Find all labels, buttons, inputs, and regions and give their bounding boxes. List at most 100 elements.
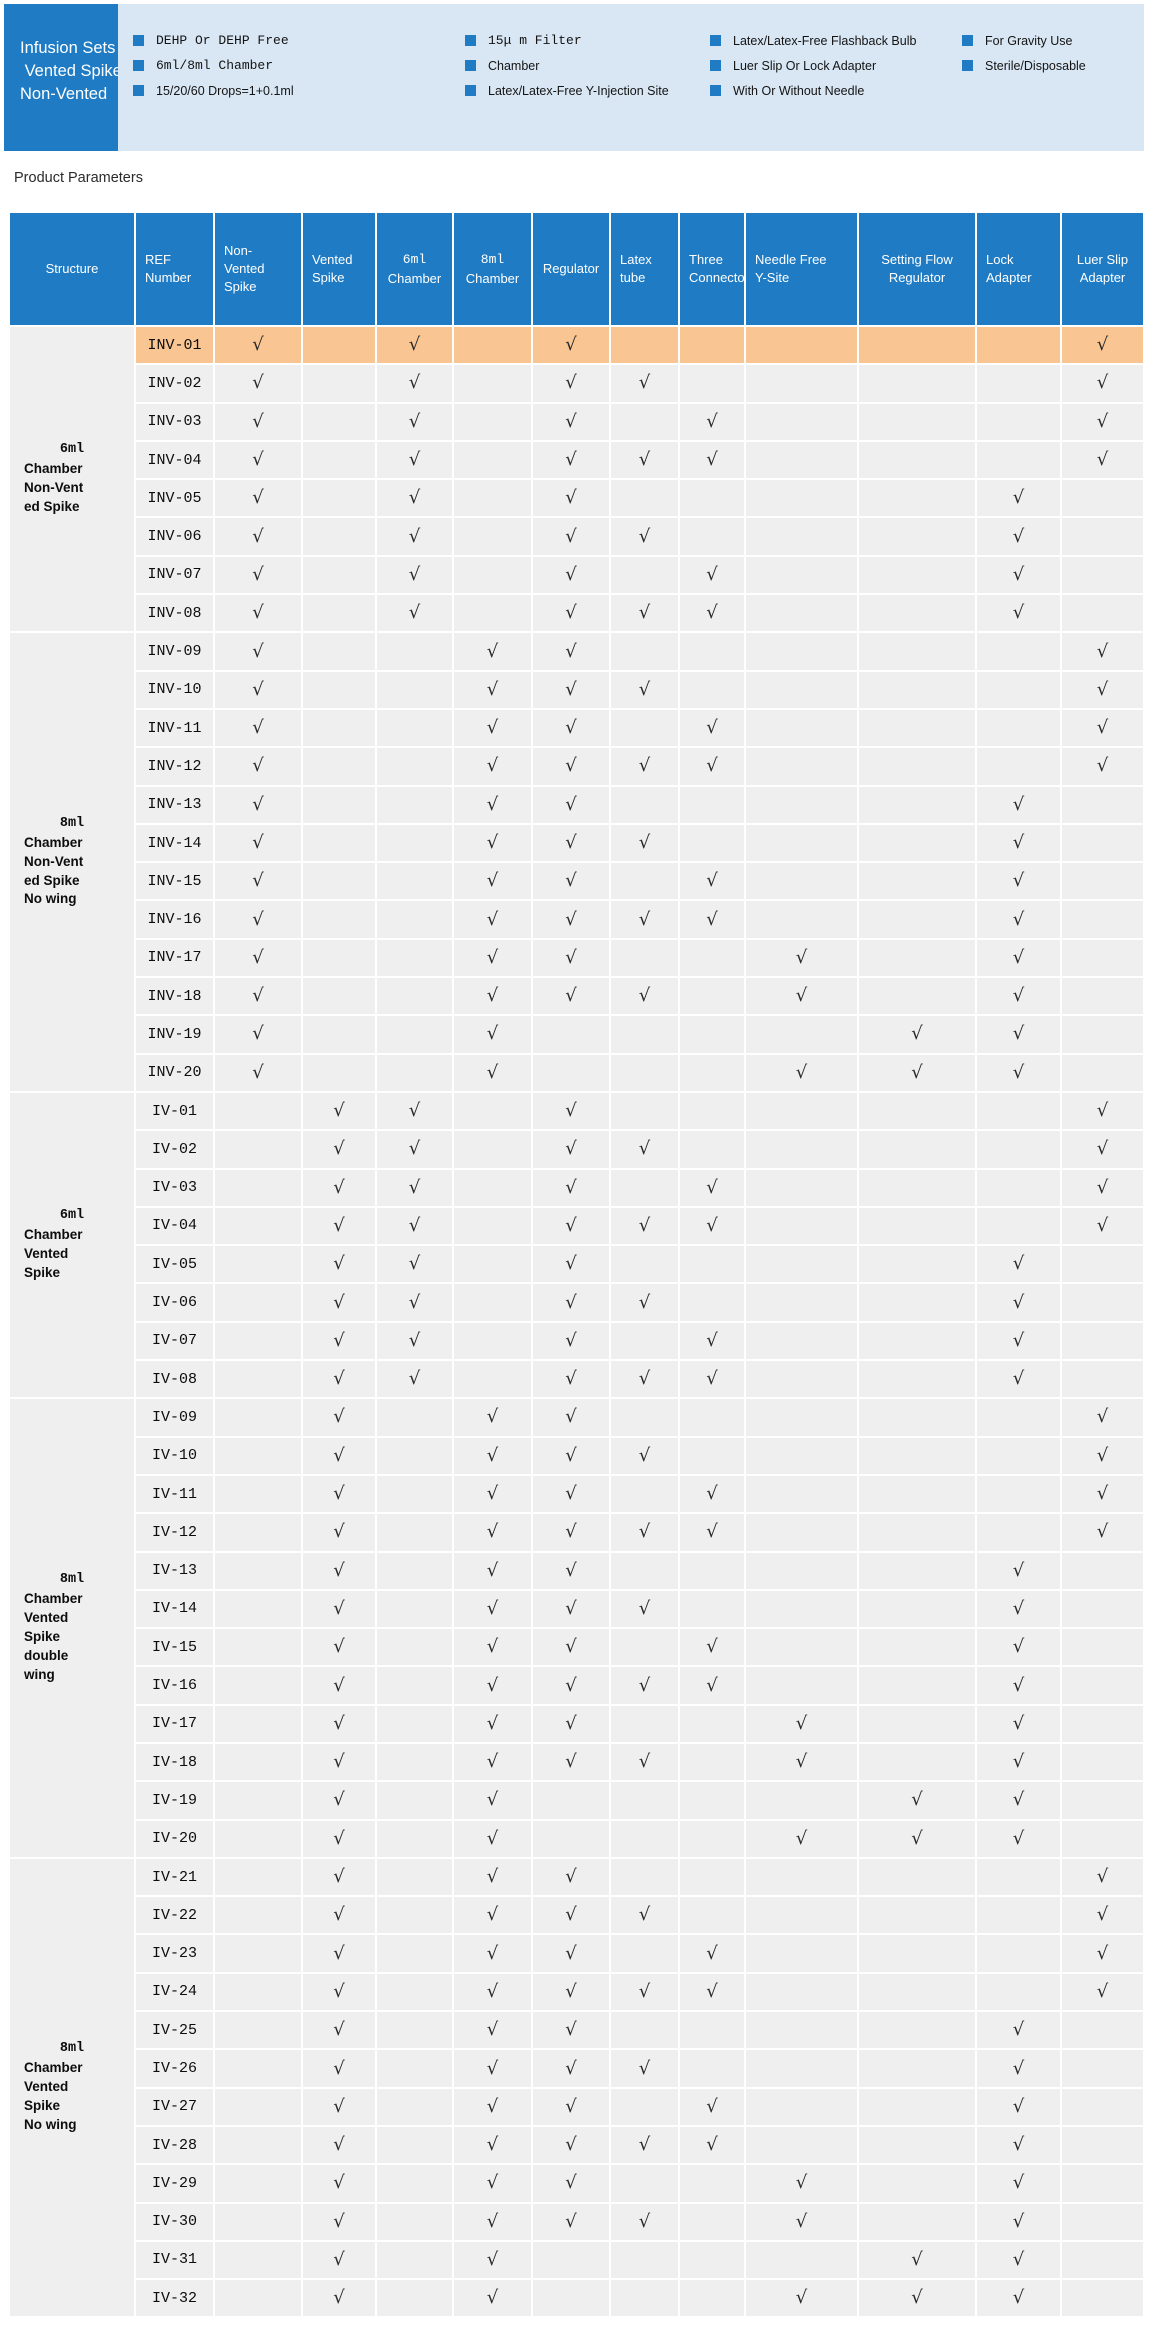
ref-number-cell: INV-06 <box>134 516 215 557</box>
check-cell-luer <box>1060 1244 1145 1285</box>
feature-bullet-label: For Gravity Use <box>985 33 1073 48</box>
check-icon: √ <box>706 1176 718 1198</box>
check-cell-nvs: √ <box>213 937 303 979</box>
check-cell-setflow: √ <box>857 1014 977 1055</box>
table-row: IV-23 √ √ √ √ √ <box>9 1933 1145 1974</box>
check-icon: √ <box>706 1980 718 2002</box>
check-cell-setflow <box>857 363 977 404</box>
check-cell-luer: √ <box>1060 669 1145 710</box>
check-cell-nvs <box>213 1856 303 1898</box>
check-cell-luer: √ <box>1060 1167 1145 1208</box>
table-row: IV-19 √ √ √ √ <box>9 1780 1145 1821</box>
check-icon: √ <box>565 640 577 662</box>
check-cell-lock: √ <box>975 2163 1062 2204</box>
check-icon: √ <box>565 1100 577 1122</box>
check-icon: √ <box>252 525 264 547</box>
feature-bullet: Sterile/Disposable <box>962 58 1086 73</box>
check-icon: √ <box>333 1942 345 1964</box>
check-cell-luer <box>1060 2086 1145 2127</box>
check-icon: √ <box>638 678 651 700</box>
check-icon: √ <box>486 640 499 662</box>
check-cell-latex: √ <box>609 1205 680 1247</box>
check-cell-c6 <box>375 1780 454 1821</box>
check-cell-three <box>678 324 746 366</box>
table-row: IV-11 √ √ √ √ √ <box>9 1473 1145 1515</box>
check-icon: √ <box>638 755 651 777</box>
ref-number-cell: IV-13 <box>134 1550 215 1591</box>
column-header-structure: Structure <box>8 211 136 327</box>
check-cell-lock: √ <box>975 1627 1062 1668</box>
check-cell-c6 <box>375 1703 454 1744</box>
check-cell-three: √ <box>678 1933 746 1974</box>
check-icon: √ <box>333 2287 345 2309</box>
table-row: IV-20 √ √ √ √ √ <box>9 1818 1145 1859</box>
check-cell-luer: √ <box>1060 324 1145 366</box>
check-cell-nvs <box>213 1971 303 2013</box>
ref-number-cell: INV-17 <box>134 937 215 979</box>
check-icon: √ <box>565 1559 577 1581</box>
check-icon: √ <box>333 1329 345 1351</box>
check-cell-needle <box>744 593 859 634</box>
structure-group-cell: 6ml Chamber Non-Vent ed Spike <box>8 324 136 634</box>
check-cell-nvs <box>213 1512 303 1553</box>
check-cell-setflow <box>857 1167 977 1208</box>
check-cell-three <box>678 1282 746 1323</box>
check-cell-setflow <box>857 1588 977 1630</box>
check-icon: √ <box>486 1712 499 1734</box>
check-icon: √ <box>706 755 718 777</box>
ref-number-cell: INV-08 <box>134 593 215 634</box>
feature-bullet-label: 6ml/8ml Chamber <box>156 58 274 73</box>
check-cell-three: √ <box>678 2124 746 2166</box>
check-cell-latex <box>609 1703 680 1744</box>
table-row: IV-18 √ √ √ √ √ √ <box>9 1741 1145 1783</box>
check-icon: √ <box>1096 334 1109 356</box>
check-cell-luer: √ <box>1060 1933 1145 1974</box>
check-cell-vs: √ <box>301 1588 377 1630</box>
ref-number-cell: IV-12 <box>134 1512 215 1553</box>
check-cell-luer <box>1060 478 1145 519</box>
check-icon: √ <box>795 1061 808 1083</box>
check-cell-c8: √ <box>452 1856 533 1898</box>
check-cell-needle <box>744 1397 859 1438</box>
check-cell-lock <box>975 1512 1062 1553</box>
check-icon: √ <box>795 2172 808 2194</box>
check-icon: √ <box>1096 1942 1109 1964</box>
check-cell-lock <box>975 1397 1062 1438</box>
product-title-line: Infusion Sets <box>20 39 116 57</box>
check-cell-c6 <box>375 1895 454 1936</box>
structure-group-label: 8ml Chamber Vented Spike double wing <box>24 1572 85 1682</box>
check-cell-latex <box>609 1167 680 1208</box>
ref-number-cell: IV-14 <box>134 1588 215 1630</box>
check-icon: √ <box>486 1636 499 1658</box>
check-cell-latex: √ <box>609 1435 680 1476</box>
feature-bullet-label: Sterile/Disposable <box>985 58 1086 73</box>
check-icon: √ <box>486 946 499 968</box>
check-cell-needle <box>744 1359 859 1400</box>
check-cell-three <box>678 1550 746 1591</box>
check-icon: √ <box>1096 1904 1109 1926</box>
check-cell-needle: √ <box>744 2278 859 2319</box>
ref-number-cell: IV-05 <box>134 1244 215 1285</box>
check-icon: √ <box>486 2095 499 2117</box>
check-cell-nvs <box>213 2086 303 2127</box>
check-cell-lock: √ <box>975 937 1062 979</box>
check-icon: √ <box>565 487 577 509</box>
check-cell-c8 <box>452 439 533 481</box>
column-header-regulator: Regulator <box>531 211 611 327</box>
check-cell-nvs <box>213 1397 303 1438</box>
check-cell-vs <box>301 669 377 710</box>
check-icon: √ <box>1096 678 1109 700</box>
table-row: INV-08 √ √ √ √ √ √ <box>9 593 1145 634</box>
check-icon: √ <box>333 1559 345 1581</box>
check-cell-luer <box>1060 1550 1145 1591</box>
check-icon: √ <box>1012 832 1025 853</box>
check-cell-three: √ <box>678 593 746 634</box>
column-header-6ml-chamber: 6ml Chamber <box>375 211 454 327</box>
check-icon: √ <box>1012 2210 1025 2232</box>
check-cell-c8: √ <box>452 1435 533 1476</box>
check-cell-nvs <box>213 2010 303 2051</box>
ref-number-cell: IV-29 <box>134 2163 215 2204</box>
check-cell-latex <box>609 1856 680 1898</box>
table-row: IV-06 √ √ √ √ √ <box>9 1282 1145 1323</box>
check-icon: √ <box>565 946 577 968</box>
